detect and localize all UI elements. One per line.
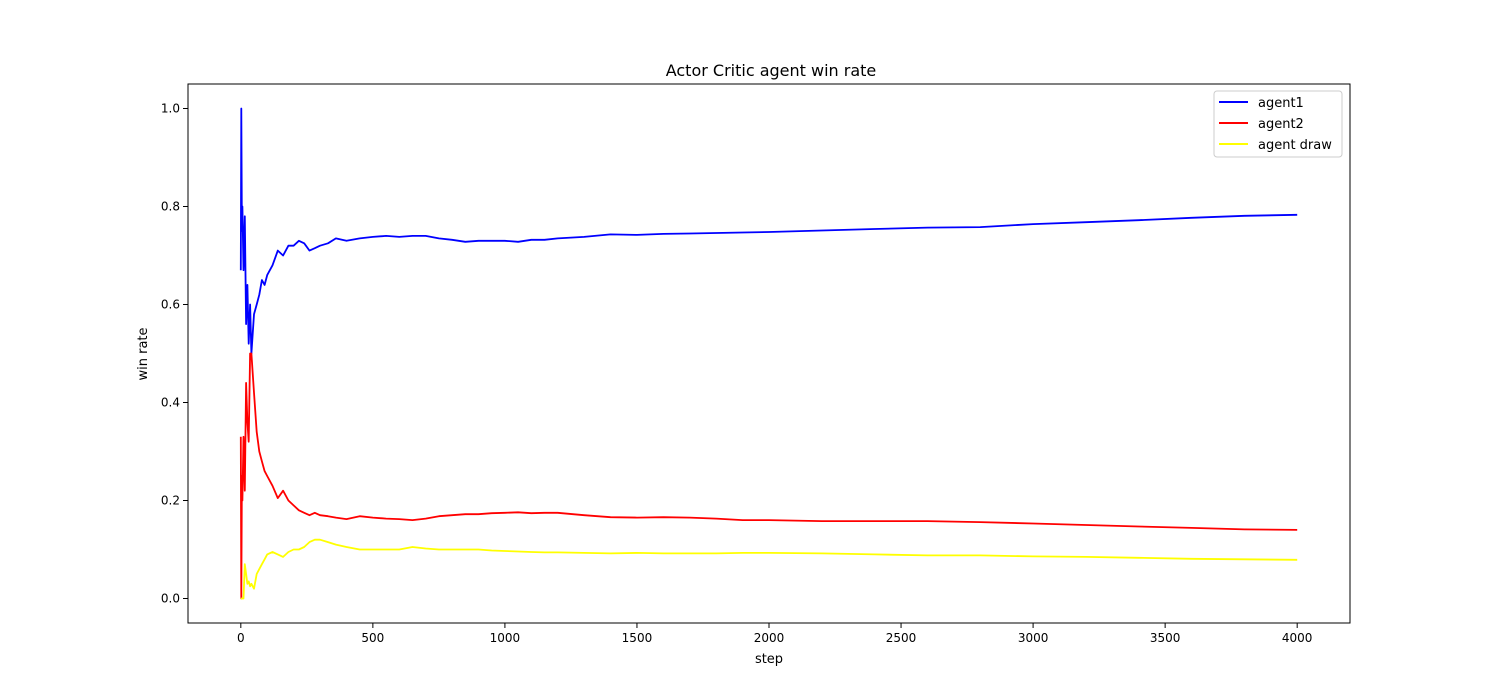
x-tick-label: 1500 xyxy=(622,631,653,645)
x-axis-label: step xyxy=(755,652,783,667)
x-tick-label: 0 xyxy=(237,631,245,645)
x-axis: 0 500 1000 1500 2000 2500 3000 3500 4000 xyxy=(237,623,1312,645)
y-tick-label: 1.0 xyxy=(161,102,180,116)
y-axis-label: win rate xyxy=(136,327,151,380)
legend-box xyxy=(1213,90,1343,158)
y-tick-label: 0.8 xyxy=(161,200,180,214)
x-tick-label: 3000 xyxy=(1018,631,1049,645)
x-tick-label: 500 xyxy=(361,631,384,645)
y-tick-label: 0.2 xyxy=(161,494,180,508)
x-tick-label: 4000 xyxy=(1282,631,1313,645)
chart-title: Actor Critic agent win rate xyxy=(666,61,877,80)
series-line-agent1 xyxy=(239,107,1298,355)
series-line-agent-draw xyxy=(240,538,1298,600)
y-tick-label: 0.6 xyxy=(161,298,180,312)
series-line-agent2 xyxy=(239,352,1298,600)
series-layer xyxy=(239,107,1298,600)
y-axis: 0.0 0.2 0.4 0.6 0.8 1.0 xyxy=(161,102,188,606)
legend-label: agent1 xyxy=(1258,96,1304,111)
y-tick-label: 0.4 xyxy=(161,396,180,410)
legend-label: agent draw xyxy=(1258,138,1332,153)
x-tick-label: 2000 xyxy=(754,631,785,645)
x-tick-label: 3500 xyxy=(1150,631,1181,645)
x-tick-label: 2500 xyxy=(886,631,917,645)
plot-frame xyxy=(187,83,1351,624)
y-tick-label: 0.0 xyxy=(161,592,180,606)
legend: agent1 agent2 agent draw xyxy=(1213,90,1343,158)
legend-label: agent2 xyxy=(1258,117,1304,132)
x-tick-label: 1000 xyxy=(490,631,521,645)
